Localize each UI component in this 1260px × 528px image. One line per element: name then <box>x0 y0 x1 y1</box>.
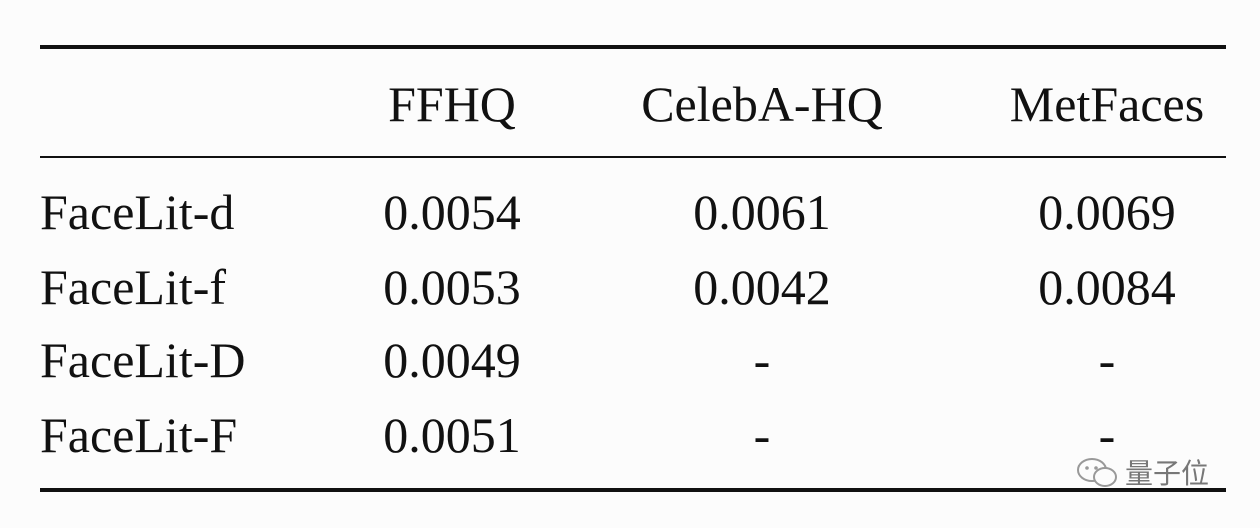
watermark: 量子位 <box>1075 452 1209 492</box>
column-header: FFHQ <box>388 76 516 132</box>
table-cell: 0.0049 <box>383 332 521 388</box>
table-cell: 0.0084 <box>1038 259 1176 315</box>
mid-rule <box>40 156 1226 158</box>
table-cell: 0.0051 <box>383 407 521 463</box>
row-label: FaceLit-d <box>40 184 235 240</box>
row-label: FaceLit-F <box>40 407 238 463</box>
top-rule <box>40 45 1226 49</box>
column-header: MetFaces <box>1009 76 1205 132</box>
table-cell: 0.0069 <box>1038 184 1176 240</box>
table-cell: - <box>753 407 771 463</box>
table-cell: - <box>1098 332 1116 388</box>
row-label: FaceLit-D <box>40 332 246 388</box>
table-cell: 0.0061 <box>693 184 831 240</box>
bottom-rule <box>40 488 1226 492</box>
table-cell: 0.0053 <box>383 259 521 315</box>
table-cell: 0.0042 <box>693 259 831 315</box>
row-label: FaceLit-f <box>40 259 227 315</box>
column-header: CelebA-HQ <box>641 76 883 132</box>
table-cell: 0.0054 <box>383 184 521 240</box>
table-cell: - <box>753 332 771 388</box>
table-cell: - <box>1098 407 1116 463</box>
watermark-icon <box>1077 458 1117 487</box>
watermark-text: 量子位 <box>1125 457 1210 490</box>
